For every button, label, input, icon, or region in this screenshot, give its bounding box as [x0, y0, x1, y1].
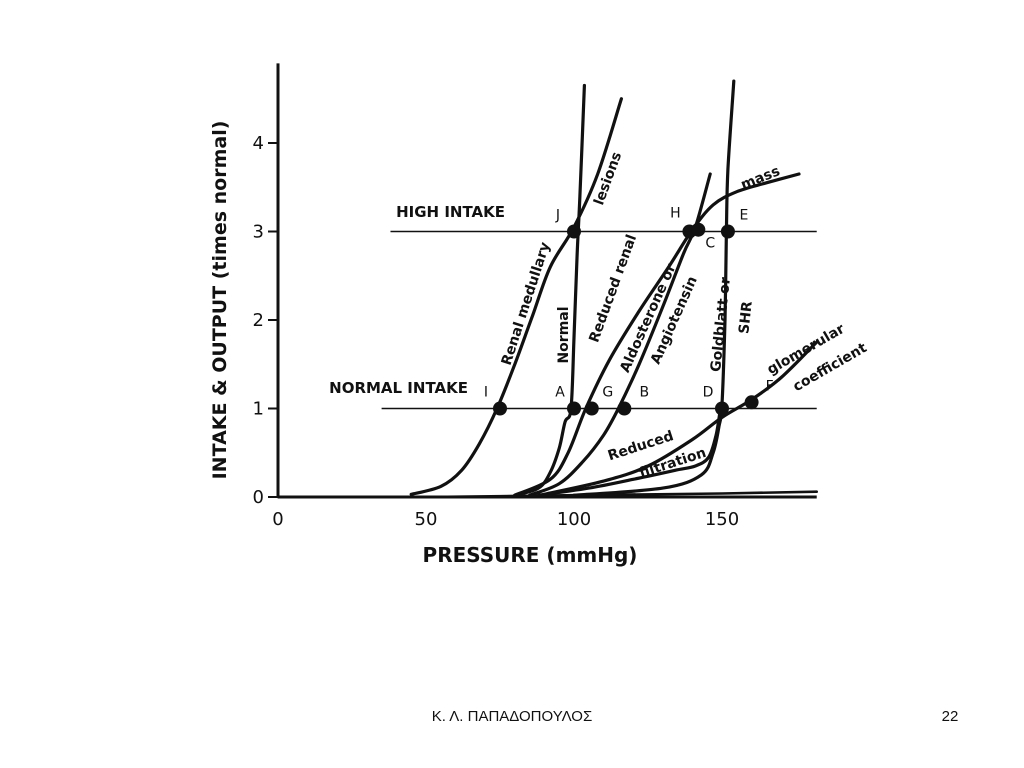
point-b [617, 401, 632, 416]
point-label-b: B [640, 385, 650, 401]
tick-labels: 0 1 2 3 4 0 50 100 150 [253, 133, 740, 530]
point-label-e: E [739, 208, 748, 224]
curve-label-normal: Normal [556, 306, 572, 363]
footer-author: Κ. Λ. ΠΑΠΑΔΟΠΟΥΛΟΣ [431, 708, 593, 725]
curve-aldosterone-or-angiotensin [528, 172, 712, 497]
x-tick-label: 100 [557, 509, 591, 530]
reference-lines: HIGH INTAKE NORMAL INTAKE [329, 203, 817, 410]
curve-label-goldblatt-or: Goldblatt or [708, 276, 734, 372]
point-label-a: A [555, 385, 565, 401]
point-f [744, 395, 759, 410]
point-i [493, 401, 507, 416]
y-tick-label: 3 [253, 222, 264, 243]
point-e [720, 224, 735, 239]
x-tick-label: 50 [415, 509, 438, 530]
page-number: 22 [941, 708, 959, 725]
point-label-h: H [670, 206, 681, 222]
point-g [584, 401, 599, 416]
curve-label-mass: mass [739, 163, 783, 193]
curve-baseline [276, 490, 818, 499]
point-label-i: I [484, 385, 488, 401]
point-j [567, 224, 581, 239]
curve-reduced-renal-mass [513, 172, 801, 497]
curves [276, 79, 819, 499]
point-a [567, 401, 581, 416]
point-label-f: F [766, 378, 774, 394]
point-c [691, 222, 706, 237]
reference-label-normal-intake: NORMAL INTAKE [329, 379, 468, 397]
reference-label-high-intake: HIGH INTAKE [396, 203, 505, 221]
x-tick-label: 150 [705, 509, 739, 530]
curve-label-shr: SHR [736, 300, 755, 334]
point-d [715, 401, 729, 416]
point-label-c: C [705, 236, 715, 252]
curve-label-reduced-renal: Reduced renal [586, 233, 640, 345]
point-label-g: G [602, 385, 613, 401]
y-tick-label: 1 [253, 399, 264, 420]
y-axis-label: INTAKE & OUTPUT (times normal) [209, 121, 231, 480]
point-label-j: J [555, 208, 560, 224]
y-tick-label: 0 [253, 487, 264, 508]
point-label-d: D [703, 385, 714, 401]
curve-label-renal-medullary: Renal medullary [499, 240, 554, 367]
x-tick-label: 0 [272, 509, 283, 530]
axes [276, 63, 817, 499]
curve-renal-medullary-lesions [409, 97, 623, 496]
x-axis-label: PRESSURE (mmHg) [423, 543, 638, 567]
data-points: I A G B D F J H C E [484, 206, 774, 416]
y-tick-label: 4 [253, 133, 264, 154]
y-tick-label: 2 [253, 310, 264, 331]
curve-reduced-glomerular-coefficient [542, 340, 819, 496]
